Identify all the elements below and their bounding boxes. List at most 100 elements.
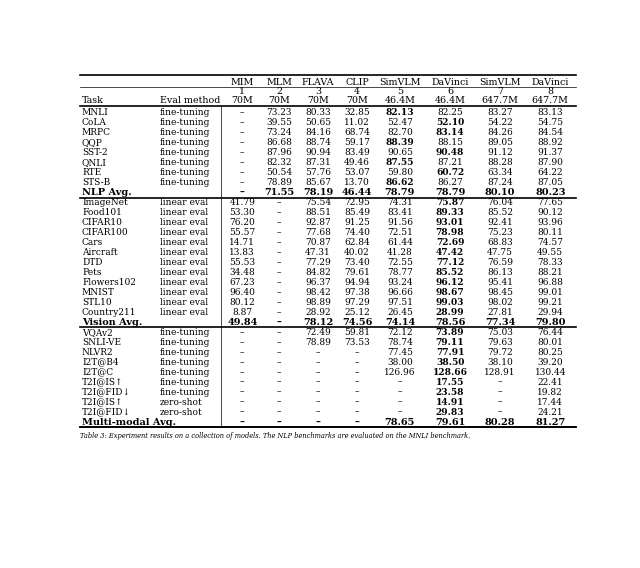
Text: 8.87: 8.87 (232, 308, 252, 317)
Text: –: – (240, 139, 244, 147)
Text: 1: 1 (239, 87, 245, 96)
Text: CIFAR10: CIFAR10 (82, 218, 123, 227)
Text: –: – (498, 387, 502, 396)
Text: 75.87: 75.87 (436, 198, 464, 207)
Text: –: – (355, 387, 359, 396)
Text: 41.28: 41.28 (387, 248, 413, 257)
Text: 79.11: 79.11 (436, 338, 465, 347)
Text: 70M: 70M (232, 95, 253, 105)
Text: –: – (240, 118, 244, 127)
Text: SimVLM: SimVLM (479, 78, 521, 87)
Text: 96.40: 96.40 (229, 288, 255, 297)
Text: 83.49: 83.49 (344, 148, 370, 157)
Text: 59.80: 59.80 (387, 168, 413, 177)
Text: –: – (240, 367, 244, 377)
Text: 49.46: 49.46 (344, 158, 370, 168)
Text: 40.02: 40.02 (344, 248, 370, 257)
Text: 97.51: 97.51 (387, 298, 413, 307)
Text: linear eval: linear eval (160, 238, 208, 247)
Text: 52.10: 52.10 (436, 118, 464, 127)
Text: –: – (240, 158, 244, 168)
Text: fine-tuning: fine-tuning (160, 367, 210, 377)
Text: zero-shot: zero-shot (160, 398, 203, 407)
Text: STL10: STL10 (82, 298, 111, 307)
Text: 74.56: 74.56 (342, 318, 372, 327)
Text: T2I@IS↑: T2I@IS↑ (82, 378, 124, 387)
Text: 79.61: 79.61 (435, 417, 465, 427)
Text: fine-tuning: fine-tuning (160, 118, 210, 127)
Text: 73.24: 73.24 (266, 128, 292, 137)
Text: SST-2: SST-2 (82, 148, 108, 157)
Text: 86.27: 86.27 (437, 178, 463, 187)
Text: 47.75: 47.75 (487, 248, 513, 257)
Text: 647.7M: 647.7M (482, 95, 518, 105)
Text: 89.33: 89.33 (436, 208, 465, 217)
Text: 98.45: 98.45 (487, 288, 513, 297)
Text: 80.01: 80.01 (538, 338, 563, 347)
Text: 99.01: 99.01 (538, 288, 563, 297)
Text: I2T@C: I2T@C (82, 367, 113, 377)
Text: 28.99: 28.99 (436, 308, 465, 317)
Text: 79.63: 79.63 (487, 338, 513, 347)
Text: NLP Avg.: NLP Avg. (82, 188, 132, 197)
Text: 78.98: 78.98 (436, 228, 465, 237)
Text: 19.82: 19.82 (538, 387, 563, 396)
Text: 90.48: 90.48 (436, 148, 464, 157)
Text: –: – (316, 408, 321, 416)
Text: –: – (277, 378, 282, 387)
Text: –: – (355, 408, 359, 416)
Text: 13.70: 13.70 (344, 178, 370, 187)
Text: –: – (240, 328, 244, 337)
Text: 92.87: 92.87 (305, 218, 331, 227)
Text: STS-B: STS-B (82, 178, 110, 187)
Text: 72.69: 72.69 (436, 238, 464, 247)
Text: 96.88: 96.88 (538, 278, 563, 287)
Text: CoLA: CoLA (82, 118, 107, 127)
Text: 85.67: 85.67 (305, 178, 331, 187)
Text: fine-tuning: fine-tuning (160, 128, 210, 137)
Text: 86.13: 86.13 (487, 268, 513, 277)
Text: Vision Avg.: Vision Avg. (82, 318, 142, 327)
Text: –: – (277, 208, 282, 217)
Text: –: – (240, 348, 244, 357)
Text: 96.66: 96.66 (387, 288, 413, 297)
Text: zero-shot: zero-shot (160, 408, 203, 416)
Text: –: – (277, 398, 282, 407)
Text: fine-tuning: fine-tuning (160, 328, 210, 337)
Text: 70M: 70M (346, 95, 368, 105)
Text: 88.28: 88.28 (487, 158, 513, 168)
Text: 6: 6 (447, 87, 453, 96)
Text: 88.39: 88.39 (385, 139, 414, 147)
Text: –: – (240, 358, 244, 367)
Text: 22.41: 22.41 (538, 378, 563, 387)
Text: 78.79: 78.79 (385, 188, 415, 197)
Text: 28.92: 28.92 (305, 308, 331, 317)
Text: –: – (240, 338, 244, 347)
Text: 25.12: 25.12 (344, 308, 370, 317)
Text: 86.68: 86.68 (266, 139, 292, 147)
Text: 62.84: 62.84 (344, 238, 370, 247)
Text: 8: 8 (547, 87, 553, 96)
Text: 86.62: 86.62 (385, 178, 414, 187)
Text: linear eval: linear eval (160, 248, 208, 257)
Text: 88.15: 88.15 (437, 139, 463, 147)
Text: 88.92: 88.92 (538, 139, 563, 147)
Text: 85.52: 85.52 (436, 268, 464, 277)
Text: DaVinci: DaVinci (431, 78, 468, 87)
Text: Cars: Cars (82, 238, 103, 247)
Text: 14.71: 14.71 (229, 238, 255, 247)
Text: 53.30: 53.30 (229, 208, 255, 217)
Text: 91.25: 91.25 (344, 218, 370, 227)
Text: 73.53: 73.53 (344, 338, 370, 347)
Text: –: – (277, 328, 282, 337)
Text: 41.79: 41.79 (229, 198, 255, 207)
Text: VQAv2: VQAv2 (82, 328, 113, 337)
Text: 130.44: 130.44 (534, 367, 566, 377)
Text: linear eval: linear eval (160, 278, 208, 287)
Text: 87.90: 87.90 (538, 158, 563, 168)
Text: 77.29: 77.29 (305, 258, 331, 267)
Text: fine-tuning: fine-tuning (160, 158, 210, 168)
Text: 92.41: 92.41 (487, 218, 513, 227)
Text: 29.83: 29.83 (436, 408, 465, 416)
Text: MIM: MIM (230, 78, 254, 87)
